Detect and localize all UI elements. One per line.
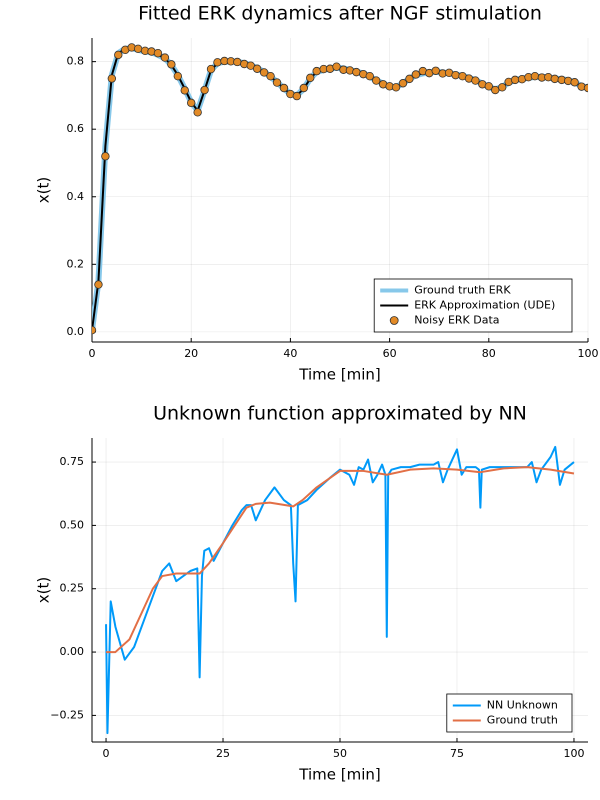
data-point bbox=[491, 85, 500, 95]
data-point bbox=[510, 75, 520, 85]
data-point bbox=[299, 83, 308, 93]
y-tick-label: 0.25 bbox=[60, 582, 85, 595]
x-tick-label: 100 bbox=[578, 347, 599, 360]
y-tick-label: 0.00 bbox=[60, 645, 85, 658]
data-point bbox=[306, 73, 315, 83]
data-point bbox=[451, 70, 460, 80]
data-point bbox=[114, 50, 123, 60]
data-point bbox=[252, 64, 262, 73]
y-axis-label: x(t) bbox=[35, 177, 53, 203]
data-point bbox=[193, 108, 202, 117]
x-axis-label: Time [min] bbox=[298, 366, 380, 384]
x-tick-label: 20 bbox=[184, 347, 198, 360]
data-point bbox=[153, 49, 163, 58]
x-tick-label: 75 bbox=[450, 747, 464, 760]
data-point bbox=[332, 62, 341, 71]
plot-area bbox=[105, 445, 575, 735]
chart-title: Unknown function approximated by NN bbox=[153, 403, 527, 425]
series-line bbox=[105, 445, 575, 735]
y-tick-label: 0.8 bbox=[67, 55, 85, 68]
data-point bbox=[550, 74, 559, 84]
data-point bbox=[160, 53, 170, 62]
x-tick-label: 0 bbox=[89, 347, 96, 360]
data-point bbox=[133, 44, 143, 54]
data-point bbox=[352, 67, 361, 77]
data-point bbox=[312, 66, 321, 76]
data-point bbox=[173, 71, 183, 81]
x-tick-label: 40 bbox=[283, 347, 297, 360]
legend: NN Unknown Ground truth bbox=[446, 693, 573, 733]
data-point bbox=[92, 325, 97, 335]
legend-label: Noisy ERK Data bbox=[414, 314, 499, 327]
x-tick-label: 25 bbox=[216, 747, 230, 760]
y-tick-label: 0.50 bbox=[60, 518, 85, 531]
data-point bbox=[94, 280, 103, 289]
data-point bbox=[200, 85, 209, 95]
data-point bbox=[101, 152, 110, 161]
data-point bbox=[365, 71, 374, 81]
data-point bbox=[484, 82, 493, 91]
y-tick-label: 0.2 bbox=[67, 257, 85, 270]
data-point bbox=[583, 83, 588, 93]
y-tick-label: 0.0 bbox=[67, 325, 85, 338]
data-point bbox=[398, 79, 408, 88]
data-point bbox=[180, 86, 189, 95]
y-tick-label: 0.6 bbox=[67, 122, 85, 135]
data-point bbox=[167, 60, 176, 69]
data-point bbox=[107, 74, 117, 83]
data-point bbox=[279, 83, 289, 93]
x-tick-label: 0 bbox=[103, 747, 110, 760]
legend-label: ERK Approximation (UDE) bbox=[414, 299, 555, 312]
y-tick-label: 0.75 bbox=[60, 455, 85, 468]
y-tick-label: −0.25 bbox=[50, 708, 84, 721]
series-line bbox=[106, 466, 575, 654]
data-point bbox=[233, 57, 242, 67]
y-tick-label: 0.4 bbox=[67, 190, 85, 203]
legend-label: Ground truth ERK bbox=[414, 284, 511, 297]
data-point bbox=[405, 74, 414, 84]
data-point bbox=[266, 71, 275, 81]
legend-label: NN Unknown bbox=[487, 699, 558, 712]
legend-box bbox=[373, 278, 573, 333]
chart-title: Fitted ERK dynamics after NGF stimulatio… bbox=[138, 3, 542, 25]
x-tick-label: 60 bbox=[383, 347, 397, 360]
legend: Ground truth ERK ERK Approximation (UDE) N… bbox=[373, 278, 573, 333]
x-tick-label: 100 bbox=[563, 747, 584, 760]
data-point bbox=[372, 76, 381, 85]
data-point bbox=[471, 76, 480, 85]
data-point bbox=[530, 71, 540, 81]
data-point bbox=[259, 68, 269, 77]
data-point bbox=[570, 78, 579, 87]
y-axis-label: x(t) bbox=[35, 577, 53, 603]
data-point bbox=[206, 64, 216, 74]
data-point bbox=[411, 70, 421, 79]
data-point bbox=[391, 83, 401, 92]
x-tick-label: 80 bbox=[482, 347, 496, 360]
legend-box bbox=[446, 693, 573, 733]
data-point bbox=[497, 83, 507, 92]
plot-area bbox=[92, 43, 588, 335]
x-axis-label: Time [min] bbox=[298, 766, 380, 784]
data-point bbox=[431, 66, 440, 75]
legend-swatch bbox=[389, 316, 399, 325]
data-point bbox=[213, 58, 222, 67]
x-tick-label: 50 bbox=[333, 747, 347, 760]
legend-label: Ground truth bbox=[487, 714, 558, 727]
data-point bbox=[186, 98, 196, 108]
data-point bbox=[292, 91, 302, 101]
data-point bbox=[272, 78, 282, 87]
